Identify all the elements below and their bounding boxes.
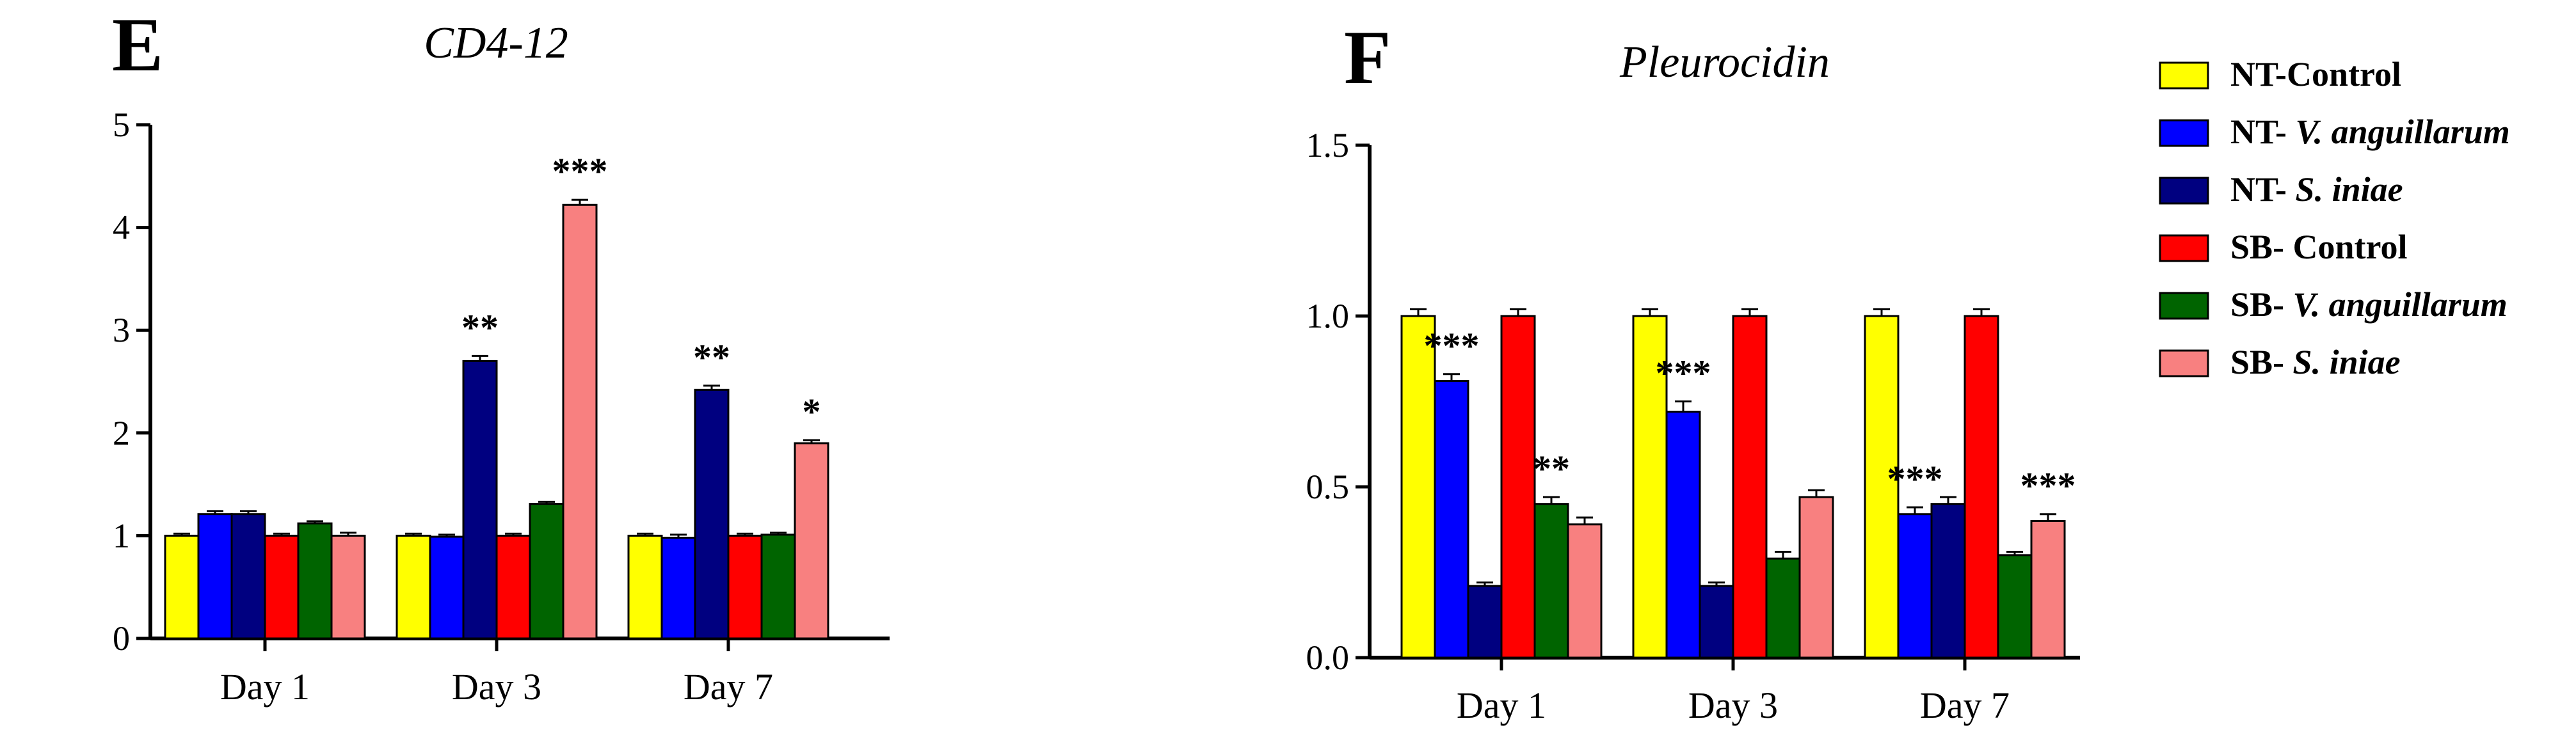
bar [1864, 315, 1900, 659]
significance-label: *** [1656, 352, 1711, 394]
bar [1699, 585, 1734, 659]
legend-swatch [2159, 61, 2209, 90]
bar [1964, 315, 1999, 659]
bar [1567, 523, 1603, 659]
significance-label: ** [461, 306, 499, 348]
x-tick-label: Day 1 [220, 666, 310, 708]
bar [164, 534, 200, 640]
bar [297, 522, 333, 640]
significance-label: ** [1533, 448, 1570, 489]
bar [1732, 315, 1768, 659]
bar [1665, 411, 1701, 659]
y-tick-label: 2 [113, 414, 130, 452]
y-tick-label: 1.0 [1306, 297, 1350, 335]
chart-title: Pleurocidin [1619, 38, 1830, 87]
legend-label: NT- V. anguillarum [2230, 113, 2510, 151]
x-tick-label: Day 1 [1457, 685, 1546, 726]
bar [727, 534, 763, 640]
bar [794, 442, 829, 640]
significance-label: ** [693, 336, 730, 378]
bar [197, 513, 233, 640]
bar [627, 534, 663, 640]
legend-label-prefix: SB- [2230, 343, 2293, 381]
bar [1500, 315, 1536, 659]
bar [1467, 585, 1503, 659]
x-tick-label: Day 3 [1688, 685, 1778, 726]
significance-label: *** [1887, 458, 1943, 500]
legend-swatch [2159, 177, 2209, 205]
chart-panel-f: F Pleurocidin 0.0 0.5 1.0 1.5 Day 1 Day 3 Day 7 *… [1306, 15, 2080, 726]
bar [660, 537, 696, 640]
bar [529, 503, 564, 640]
legend-label: NT-Control [2230, 55, 2401, 93]
significance-label: *** [2020, 465, 2076, 507]
y-tick-label: 1.5 [1306, 126, 1350, 164]
significance-label: *** [552, 150, 608, 192]
legend-label-prefix: NT- [2230, 170, 2296, 209]
legend-label-prefix: NT- [2230, 113, 2296, 151]
bar [230, 513, 266, 640]
x-tick-label: Day 7 [1920, 685, 2010, 726]
bar [495, 534, 531, 640]
bar [1533, 503, 1569, 659]
legend-label: SB- S. iniae [2230, 343, 2401, 381]
y-tick-label: 0 [113, 619, 130, 658]
y-tick-label: 4 [113, 209, 130, 247]
bar [1930, 503, 1966, 659]
bar [264, 534, 300, 640]
legend-label-species: S. iniae [2293, 343, 2401, 381]
bar [562, 203, 598, 640]
bar [462, 360, 498, 640]
legend-swatch [2159, 349, 2209, 377]
legend-swatch [2159, 292, 2209, 320]
legend-swatch [2159, 119, 2209, 147]
bar [1765, 557, 1801, 659]
legend-label: SB- Control [2230, 228, 2408, 266]
legend-label: SB- V. anguillarum [2230, 285, 2508, 324]
bar [1997, 554, 2033, 659]
bar [760, 534, 796, 640]
bar [1400, 315, 1436, 659]
bar [1798, 496, 1834, 659]
significance-label: * [803, 391, 821, 432]
legend-label-prefix: NT-Control [2230, 55, 2401, 93]
bar [429, 535, 465, 640]
y-tick-label: 0.0 [1306, 638, 1350, 677]
bar [330, 534, 366, 640]
y-tick-label: 1 [113, 516, 130, 555]
legend-label-prefix: SB- Control [2230, 228, 2408, 266]
bar [694, 388, 730, 640]
bar [1897, 513, 1933, 659]
bar [1434, 379, 1469, 659]
y-tick-label: 0.5 [1306, 468, 1350, 506]
y-tick-label: 5 [113, 106, 130, 144]
panel-letter: F [1344, 15, 1391, 100]
legend-label-species: V. anguillarum [2293, 285, 2508, 324]
legend-label: NT- S. iniae [2230, 170, 2403, 209]
bar [396, 534, 431, 640]
legend-label-species: S. iniae [2296, 170, 2403, 209]
x-tick-label: Day 3 [452, 666, 541, 708]
panel-letter: E [112, 2, 163, 87]
bar [1632, 315, 1668, 659]
legend-label-species: V. anguillarum [2296, 113, 2510, 151]
significance-label: *** [1424, 325, 1480, 367]
legend-label-prefix: SB- [2230, 285, 2293, 324]
chart-title: CD4-12 [424, 19, 568, 68]
y-tick-label: 3 [113, 311, 130, 349]
bar [2030, 519, 2066, 659]
legend-swatch [2159, 234, 2209, 262]
x-tick-label: Day 7 [684, 666, 773, 708]
